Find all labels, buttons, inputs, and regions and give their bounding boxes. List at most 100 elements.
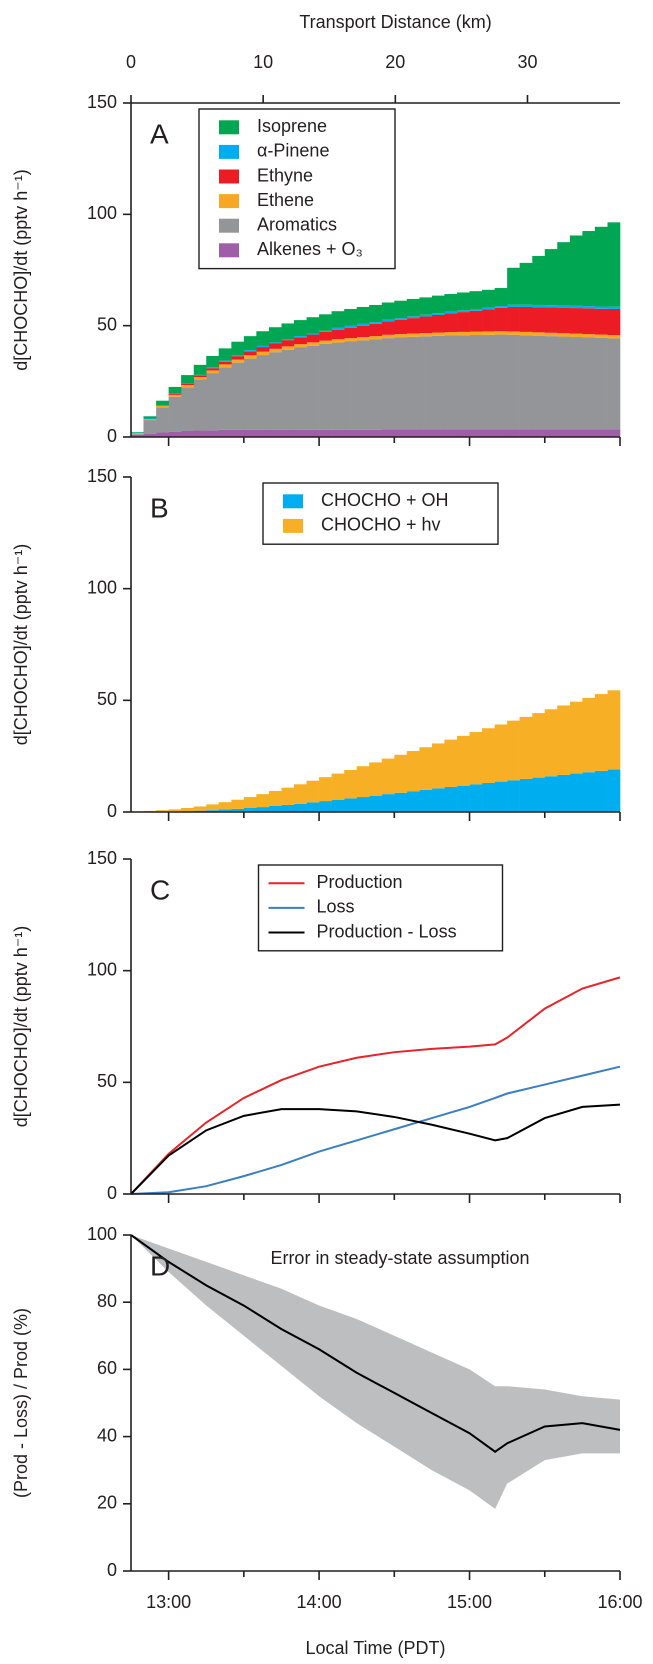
bar-segment bbox=[243, 350, 257, 352]
bar-segment bbox=[482, 331, 495, 335]
bar-segment bbox=[431, 788, 445, 812]
bar-segment bbox=[607, 429, 621, 437]
bar-segment bbox=[532, 304, 546, 308]
bar-segment bbox=[582, 337, 596, 430]
bar-segment bbox=[494, 288, 508, 307]
bar-segment bbox=[281, 340, 295, 347]
bar-segment bbox=[394, 300, 408, 319]
bar-segment bbox=[544, 307, 558, 333]
bar-segment bbox=[469, 335, 483, 430]
bar-segment bbox=[507, 334, 520, 430]
bar-segment bbox=[419, 314, 433, 317]
bar-segment bbox=[156, 810, 169, 812]
legend-label: Aromatics bbox=[257, 214, 337, 234]
bar-segment bbox=[344, 327, 357, 339]
bar-segment bbox=[293, 803, 307, 812]
bar-segment bbox=[406, 316, 420, 319]
bar-segment bbox=[293, 337, 307, 345]
bar-segment bbox=[544, 249, 558, 306]
bar-segment bbox=[156, 432, 169, 437]
bar-segment bbox=[519, 429, 533, 437]
bar-segment bbox=[331, 339, 345, 343]
bar-segment bbox=[419, 336, 433, 430]
bar-segment bbox=[607, 306, 621, 309]
top-tick-label: 0 bbox=[126, 52, 136, 72]
bar-segment bbox=[557, 429, 571, 437]
bar-segment bbox=[519, 306, 533, 332]
legend-box bbox=[198, 108, 396, 270]
legend-swatch bbox=[219, 144, 239, 159]
bar-segment bbox=[231, 799, 245, 809]
bar-segment bbox=[344, 770, 357, 799]
bar-segment bbox=[231, 362, 245, 430]
bar-segment bbox=[193, 375, 207, 378]
bar-segment bbox=[607, 222, 621, 307]
bar-segment bbox=[544, 429, 558, 437]
bar-segment bbox=[381, 334, 395, 339]
bar-segment bbox=[331, 799, 345, 812]
bar-segment bbox=[218, 364, 232, 368]
bar-segment bbox=[444, 294, 458, 312]
bar-segment bbox=[469, 732, 483, 785]
bar-segment bbox=[394, 319, 408, 335]
bar-segment bbox=[306, 333, 320, 335]
bar-segment bbox=[557, 333, 571, 337]
legend-swatch bbox=[219, 218, 239, 233]
line bbox=[130, 1065, 621, 1195]
bar-segment bbox=[507, 304, 520, 307]
bar-segment bbox=[494, 429, 508, 437]
bar-segment bbox=[331, 429, 345, 437]
bar-segment bbox=[306, 317, 320, 334]
bar-segment bbox=[457, 735, 470, 786]
panel: 0 50 100 150 d[CHOCHO]/dt (pptv h⁻¹) C Product… bbox=[11, 848, 621, 1203]
bar-segment bbox=[356, 337, 370, 341]
bar-segment bbox=[431, 332, 445, 336]
bar-segment bbox=[557, 242, 571, 306]
bar-segment bbox=[469, 291, 483, 309]
bar-segment bbox=[156, 406, 169, 408]
bar-segment bbox=[306, 342, 320, 346]
y-tick-label: 100 bbox=[87, 203, 117, 223]
bar-segment bbox=[168, 394, 182, 395]
top-axis-label: Transport Distance (km) bbox=[299, 12, 491, 32]
panel: 0 20 40 60 80 100 13:00 14:00 15:00 16:00 Local Ti… bbox=[11, 1224, 643, 1658]
panel-label: D bbox=[150, 1250, 170, 1281]
bar-segment bbox=[444, 786, 458, 812]
bar-segment bbox=[156, 407, 169, 433]
bar-segment bbox=[243, 807, 257, 812]
bar-segment bbox=[582, 308, 596, 335]
bar-segment bbox=[143, 420, 157, 434]
bar-segment bbox=[344, 308, 357, 326]
bar-segment bbox=[457, 429, 470, 437]
bar-segment bbox=[532, 713, 546, 778]
y-tick-label: 50 bbox=[97, 314, 117, 334]
legend-swatch bbox=[283, 518, 303, 533]
bar-segment bbox=[319, 340, 332, 344]
y-tick-label: 50 bbox=[97, 1071, 117, 1091]
bar-segment bbox=[319, 331, 332, 341]
bar-segment bbox=[306, 429, 320, 437]
bar-segment bbox=[268, 342, 282, 344]
bar-segment bbox=[243, 797, 257, 808]
legend-swatch bbox=[219, 169, 239, 184]
bar-segment bbox=[532, 429, 546, 437]
bar-segment bbox=[181, 430, 195, 437]
bar-segment bbox=[243, 351, 257, 356]
bar-segment bbox=[293, 344, 307, 348]
panel-label: B bbox=[150, 492, 169, 523]
bar-segment bbox=[406, 333, 420, 337]
bar-segment bbox=[381, 319, 395, 322]
bar-segment bbox=[131, 433, 144, 435]
bar-segment bbox=[507, 306, 520, 332]
bar-segment bbox=[143, 419, 157, 421]
x-tick-label: 15:00 bbox=[447, 1592, 492, 1612]
legend-swatch bbox=[219, 194, 239, 209]
bar-segment bbox=[256, 429, 270, 437]
bar-segment bbox=[243, 358, 257, 430]
bar-segment bbox=[256, 807, 270, 812]
bar-segment bbox=[569, 305, 583, 309]
bar-segment bbox=[331, 327, 345, 330]
bar-segment bbox=[268, 327, 282, 343]
bar-segment bbox=[306, 802, 320, 812]
y-axis-label: (Prod - Loss) / Prod (%) bbox=[11, 1308, 31, 1498]
